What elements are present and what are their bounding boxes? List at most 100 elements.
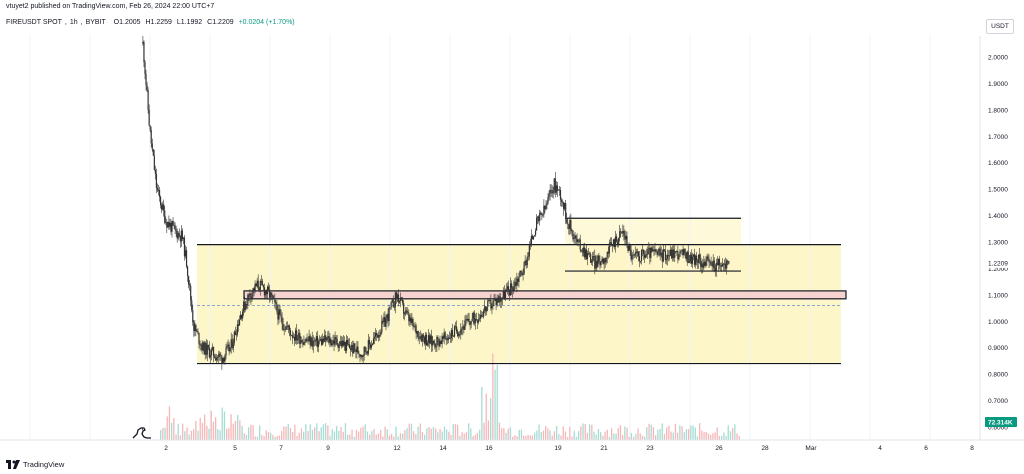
brand-name[interactable]: TradingView — [23, 459, 65, 469]
volume-bar — [547, 428, 549, 440]
candle-body — [425, 334, 428, 346]
x-tick-label: 26 — [715, 445, 723, 452]
volume-bar — [468, 423, 470, 440]
volume-bar — [421, 432, 424, 440]
candle-body — [557, 189, 560, 191]
candle-body — [284, 328, 286, 330]
candle-body — [270, 292, 272, 298]
volume-bar — [164, 427, 166, 440]
candle-body — [156, 187, 159, 191]
candle-body — [311, 337, 313, 347]
volume-bar — [626, 427, 628, 440]
candle-body — [703, 261, 705, 268]
volume-bar — [228, 428, 230, 440]
candle-body — [261, 281, 263, 286]
currency-button[interactable]: USDT — [986, 19, 1014, 34]
candle-body — [649, 247, 651, 258]
volume-bar — [712, 433, 714, 440]
candle-body — [551, 191, 553, 194]
candle-body — [648, 247, 650, 250]
volume-bar — [223, 411, 226, 440]
candle-body — [285, 326, 287, 330]
candle-body — [418, 337, 420, 339]
volume-bar — [516, 436, 518, 440]
y-tick-label: 1.8000 — [988, 107, 1008, 114]
candle-body — [447, 337, 449, 341]
candle-body — [415, 325, 417, 334]
volume-bar — [670, 431, 672, 440]
volume-label: 72.314K — [988, 420, 1013, 427]
candle-body — [436, 337, 438, 347]
candle-body — [319, 339, 322, 341]
candle-body — [471, 318, 473, 321]
candle-body — [259, 281, 261, 291]
candle-body — [369, 344, 372, 348]
candle-body — [337, 344, 339, 348]
volume-bar — [364, 424, 366, 440]
volume-bar — [597, 428, 600, 440]
candle-body — [440, 341, 442, 344]
volume-bar — [344, 423, 347, 440]
volume-bar — [538, 424, 540, 440]
volume-bar — [182, 423, 184, 440]
candle-body — [516, 278, 518, 286]
candle-body — [563, 202, 565, 210]
candle-body — [687, 251, 689, 263]
candle-body — [193, 322, 195, 332]
candle-body — [681, 249, 683, 251]
volume-bar — [177, 423, 179, 440]
candle-body — [224, 355, 226, 362]
volume-bar — [503, 428, 505, 440]
volume-bar — [718, 436, 721, 440]
volume-bar — [276, 435, 278, 440]
volume-bar — [259, 425, 261, 440]
x-tick-label: 16 — [485, 445, 493, 452]
candle-body — [395, 292, 397, 298]
candle-body — [586, 253, 589, 259]
volume-bar — [465, 432, 468, 440]
candle-body — [233, 331, 235, 343]
candle-body — [483, 310, 485, 317]
candle-body — [305, 338, 307, 342]
candle-body — [206, 344, 208, 355]
candle-body — [145, 73, 147, 86]
candle-body — [143, 41, 145, 63]
candle-body — [392, 299, 394, 308]
volume-bar — [582, 423, 584, 440]
candle-body — [244, 301, 246, 310]
candle-body — [376, 332, 378, 336]
candle-body — [590, 254, 592, 263]
candle-body — [303, 342, 305, 345]
volume-bar — [549, 430, 551, 440]
candle-body — [228, 344, 230, 352]
symbol-name[interactable]: FIREUSDT SPOT — [6, 19, 62, 26]
volume-bar — [369, 434, 371, 440]
candle-body — [432, 340, 434, 346]
candle-body — [413, 325, 415, 327]
candle-body — [209, 355, 212, 358]
candle-body — [581, 251, 583, 253]
candle-body — [446, 338, 448, 341]
candle-body — [239, 314, 242, 320]
interval[interactable]: 1h — [69, 19, 78, 26]
candle-body — [371, 343, 374, 345]
candle-body — [599, 261, 601, 266]
candle-body — [514, 281, 516, 287]
candle-body — [221, 356, 223, 364]
candle-body — [661, 252, 663, 262]
volume-bar — [734, 424, 736, 440]
candle-body — [450, 330, 453, 339]
y-tick-label: 1.1000 — [988, 292, 1008, 299]
candle-body — [606, 252, 608, 258]
candle-body — [192, 310, 194, 323]
candle-body — [234, 331, 236, 336]
candle-body — [568, 224, 570, 230]
candle-body — [543, 205, 545, 215]
candle-body — [475, 318, 477, 321]
candle-body — [673, 249, 675, 258]
volume-bar — [190, 430, 193, 440]
volume-bar — [694, 427, 696, 440]
candle-body — [382, 320, 384, 323]
candle-body — [658, 248, 660, 251]
